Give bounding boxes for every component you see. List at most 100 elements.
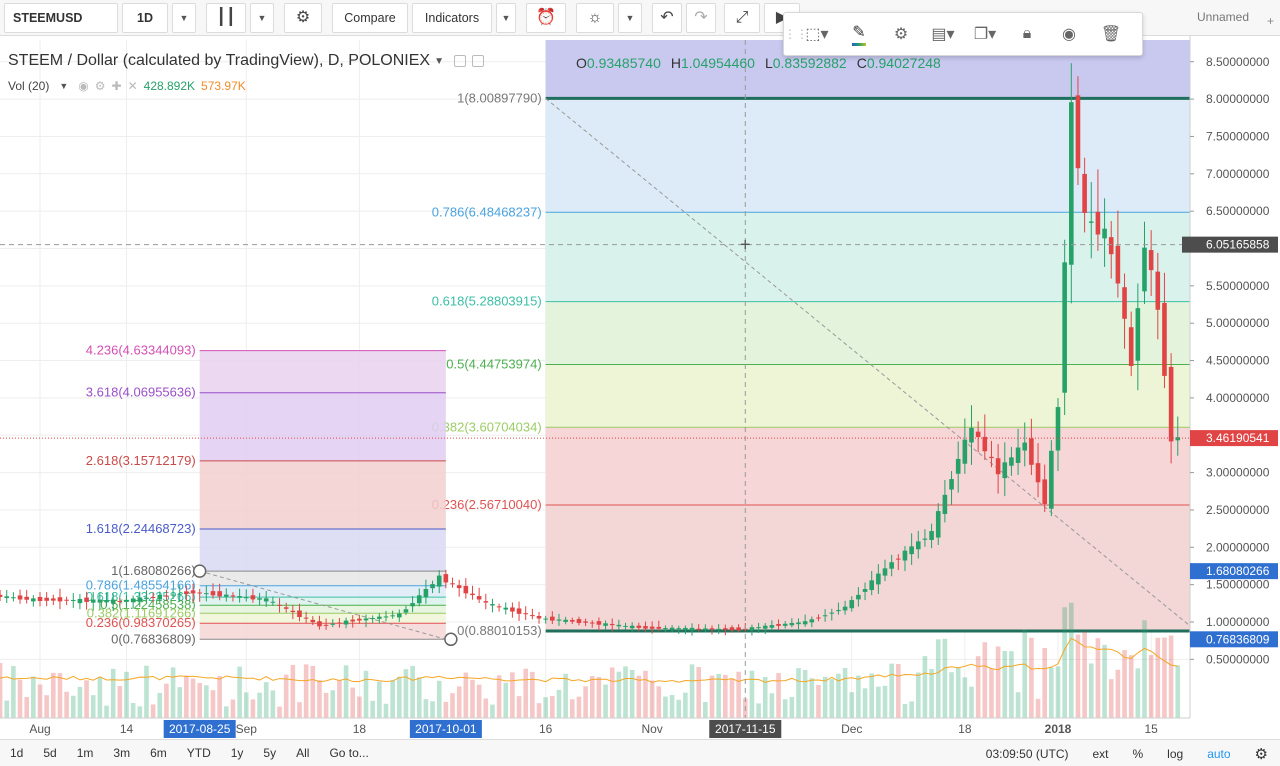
volume-bar: [922, 656, 928, 718]
indicators-dropdown[interactable]: ▼: [496, 2, 516, 33]
line-color-button[interactable]: ✎: [838, 14, 880, 54]
volume-label: Vol (20): [8, 79, 50, 93]
auto-toggle[interactable]: auto: [1207, 746, 1231, 761]
visual-order-button[interactable]: ▤▾: [922, 14, 964, 54]
volume-bar: [57, 673, 63, 718]
goto-button[interactable]: Go to...: [329, 746, 369, 760]
price-chart[interactable]: 1(8.00897790) 0.786(6.48468237) 0.618(5.28…: [0, 36, 1280, 739]
candle-body: [842, 606, 848, 611]
interval-dropdown[interactable]: ▼: [172, 2, 196, 33]
candle-body: [463, 585, 469, 594]
fib-ext-zone: [199, 605, 446, 614]
theme-dropdown[interactable]: ▼: [618, 2, 642, 33]
volume-bar: [676, 699, 682, 718]
candle-body: [856, 594, 861, 600]
candle-body: [915, 541, 921, 550]
clone-button[interactable]: ❐▾: [964, 14, 1006, 54]
range-5y[interactable]: 5y: [263, 746, 277, 760]
lock-button[interactable]: 🔒︎: [1006, 14, 1048, 54]
layout-name[interactable]: Unnamed: [1188, 4, 1258, 30]
theme-button[interactable]: ☼: [576, 2, 614, 33]
volume-bar: [317, 680, 322, 718]
candle-body: [350, 619, 356, 622]
volume-bar: [643, 670, 648, 718]
chevron-down-icon: ▼: [501, 12, 511, 23]
fullscreen-icon: ⤢: [735, 8, 749, 26]
undo-icon: ↶: [660, 8, 674, 26]
candle-body: [277, 604, 282, 606]
range-6m[interactable]: 6m: [150, 746, 167, 760]
alarm-clock-icon: ⏰: [536, 8, 556, 26]
drawing-settings-button[interactable]: ⚙: [880, 14, 922, 54]
range-1d[interactable]: 1d: [10, 746, 24, 760]
candle-body: [962, 439, 968, 464]
candle-body: [596, 621, 602, 625]
delete-button[interactable]: 🗑︎: [1090, 14, 1132, 54]
range-1m[interactable]: 1m: [76, 746, 94, 760]
volume-bar: [370, 700, 375, 718]
volume-bar: [184, 675, 189, 718]
volume-bar: [716, 673, 721, 718]
candle-body: [164, 595, 169, 597]
settings-button[interactable]: ⚙: [284, 2, 322, 33]
lightbulb-icon: ☼: [587, 8, 603, 26]
hide-button[interactable]: ◉: [1048, 14, 1090, 54]
candle-body: [729, 627, 735, 631]
volume-bar: [4, 700, 10, 718]
drag-handle-icon[interactable]: ⋮⋮: [784, 27, 808, 41]
range-ytd[interactable]: YTD: [186, 746, 211, 760]
chevron-down-icon[interactable]: ▼: [434, 55, 444, 67]
chart-style-button[interactable]: ┃┃: [206, 2, 246, 33]
candle-body: [396, 613, 402, 618]
eye-icon[interactable]: [453, 55, 466, 67]
candle-body: [70, 599, 76, 601]
time-tick-label: 14: [120, 722, 134, 736]
candle-body: [689, 627, 695, 631]
volume-bar: [243, 692, 249, 718]
chart-style-dropdown[interactable]: ▼: [250, 2, 274, 33]
volume-bar: [669, 695, 675, 718]
candle-body: [403, 609, 409, 613]
volume-bar: [456, 686, 462, 718]
symbol-search-button[interactable]: STEEMUSD: [4, 2, 118, 33]
gear-icon[interactable]: ⚙: [94, 79, 106, 93]
volume-bar: [849, 692, 855, 718]
settings-icon[interactable]: [471, 55, 484, 67]
undo-button[interactable]: ↶: [652, 2, 682, 33]
log-toggle[interactable]: log: [1167, 746, 1184, 761]
range-3m[interactable]: 3m: [113, 746, 131, 760]
candle-body: [390, 615, 395, 617]
redo-button[interactable]: ↷: [686, 2, 716, 33]
plus-icon[interactable]: ✚: [111, 79, 122, 93]
ext-toggle[interactable]: ext: [1092, 746, 1109, 761]
compare-button[interactable]: Compare: [332, 2, 408, 33]
range-5d[interactable]: 5d: [43, 746, 57, 760]
plus-icon[interactable]: +: [1266, 14, 1274, 28]
candle-body: [77, 598, 83, 604]
candle-body: [31, 598, 36, 602]
chevron-down-icon[interactable]: ▼: [59, 81, 69, 91]
candle-body: [204, 593, 209, 595]
fullscreen-button[interactable]: ⤢: [724, 2, 760, 33]
candle-body: [124, 599, 129, 602]
close-icon[interactable]: ✕: [127, 79, 138, 93]
candle-body: [357, 618, 362, 621]
volume-bar: [636, 675, 642, 718]
time-highlight-badge: [163, 720, 236, 738]
volume-bar: [263, 682, 269, 718]
candle-body: [1128, 327, 1134, 367]
alert-button[interactable]: ⏰: [526, 2, 566, 33]
price-tick-label: 8.00000000: [1206, 92, 1270, 106]
indicators-button[interactable]: Indicators: [412, 2, 492, 33]
volume-bar: [303, 664, 309, 718]
interval-button[interactable]: 1D: [122, 2, 168, 33]
range-all[interactable]: All: [296, 746, 310, 760]
template-button[interactable]: ⬚▾: [796, 14, 838, 54]
volume-bar: [723, 674, 728, 718]
range-1y[interactable]: 1y: [230, 746, 244, 760]
eye-icon[interactable]: ◉: [78, 79, 89, 93]
percent-toggle[interactable]: %: [1132, 746, 1144, 761]
candle-body: [530, 615, 535, 617]
fib-ext-zone: [199, 597, 446, 606]
gear-icon[interactable]: ⚙: [1254, 745, 1268, 763]
